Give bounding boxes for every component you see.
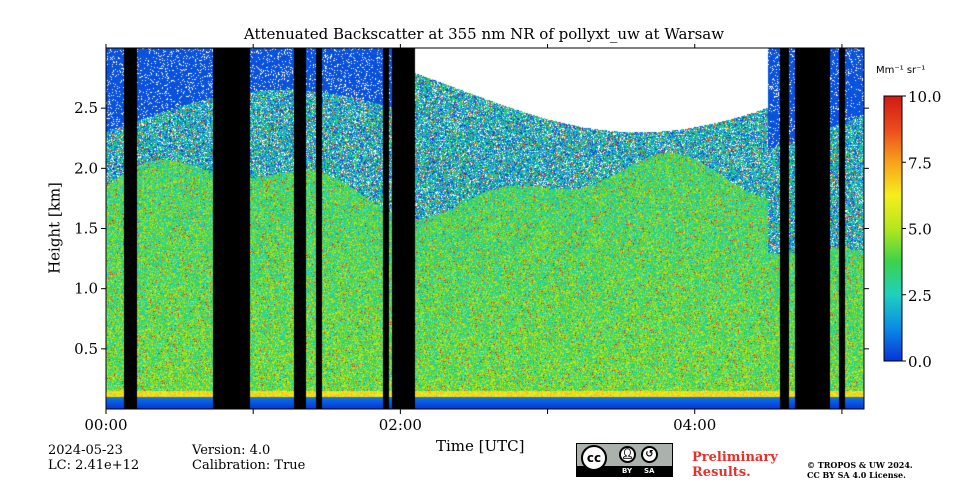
- y-axis-label: Height [km]: [45, 182, 64, 274]
- footer-calibration: Calibration: True: [192, 458, 306, 473]
- colorbar-unit-label: Mm⁻¹ sr⁻¹: [876, 65, 926, 76]
- y-tick-label: 2.0: [74, 159, 98, 177]
- colorbar: 0.0 2.5 5.0 7.5 10.0: [883, 88, 941, 371]
- x-tick-label: 04:00: [673, 416, 716, 434]
- colorbar-tick-label: 0.0: [908, 353, 932, 371]
- heatmap-image: [106, 48, 864, 409]
- backscatter-heatmap: [106, 48, 864, 409]
- chart-title: Attenuated Backscatter at 355 nm NR of p…: [243, 25, 725, 43]
- colorbar-tick-label: 10.0: [908, 88, 941, 106]
- cc-by-sa-badge: cc 👤︎ ↺ BY SA: [576, 443, 673, 477]
- footer-date: 2024-05-23: [48, 443, 123, 458]
- by-person-icon: 👤︎: [619, 446, 636, 463]
- y-tick-label: 0.5: [74, 340, 98, 358]
- x-axis-label: Time [UTC]: [436, 437, 525, 455]
- cc-sa-label: SA: [644, 467, 655, 475]
- preliminary-results-line1: Preliminary: [692, 450, 778, 465]
- cc-icon: cc: [581, 445, 607, 471]
- x-tick-label: 00:00: [84, 416, 127, 434]
- preliminary-results-line2: Results.: [692, 465, 751, 480]
- cc-by-label: BY: [622, 467, 633, 475]
- colorbar-tick-label: 5.0: [908, 221, 932, 239]
- share-alike-icon: ↺: [641, 446, 658, 463]
- cc-badge-strip: [577, 466, 672, 476]
- y-tick-label: 1.0: [74, 280, 98, 298]
- x-axis: 00:00 02:00 04:00: [84, 44, 843, 434]
- copyright-line2: CC BY SA 4.0 License.: [807, 470, 906, 480]
- footer-lidar-constant: LC: 2.41e+12: [48, 458, 140, 473]
- footer-version: Version: 4.0: [192, 443, 271, 458]
- y-axis: 0.5 1.0 1.5 2.0 2.5: [74, 99, 869, 358]
- y-tick-label: 1.5: [74, 220, 98, 238]
- x-tick-label: 02:00: [379, 416, 422, 434]
- copyright-line1: © TROPOS & UW 2024.: [807, 460, 913, 470]
- colorbar-gradient: [883, 95, 903, 362]
- colorbar-tick-label: 2.5: [908, 287, 932, 305]
- colorbar-tick-label: 7.5: [908, 154, 932, 172]
- y-tick-label: 2.5: [74, 99, 98, 117]
